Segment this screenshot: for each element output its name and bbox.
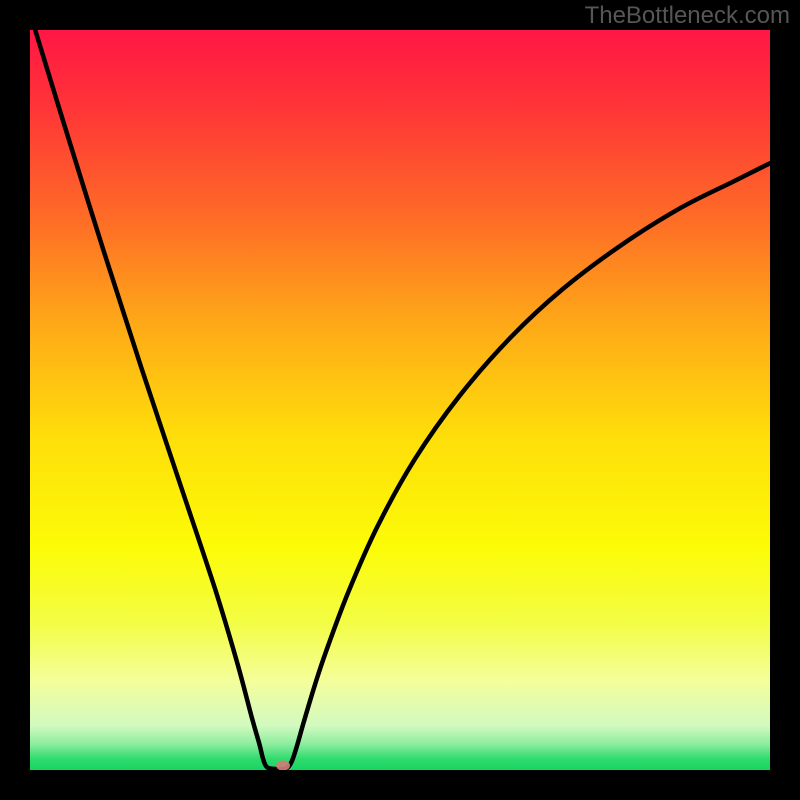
- chart-container: TheBottleneck.com: [0, 0, 800, 800]
- bottleneck-curve-plot: [0, 0, 800, 800]
- gradient-plot-area: [30, 30, 770, 770]
- operating-point-marker: [276, 761, 290, 771]
- watermark-text: TheBottleneck.com: [585, 2, 790, 30]
